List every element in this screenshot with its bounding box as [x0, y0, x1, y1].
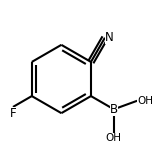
Text: OH: OH — [106, 133, 122, 143]
Text: F: F — [10, 107, 16, 120]
Text: N: N — [105, 31, 114, 44]
Text: OH: OH — [137, 96, 153, 106]
Text: B: B — [110, 103, 118, 116]
